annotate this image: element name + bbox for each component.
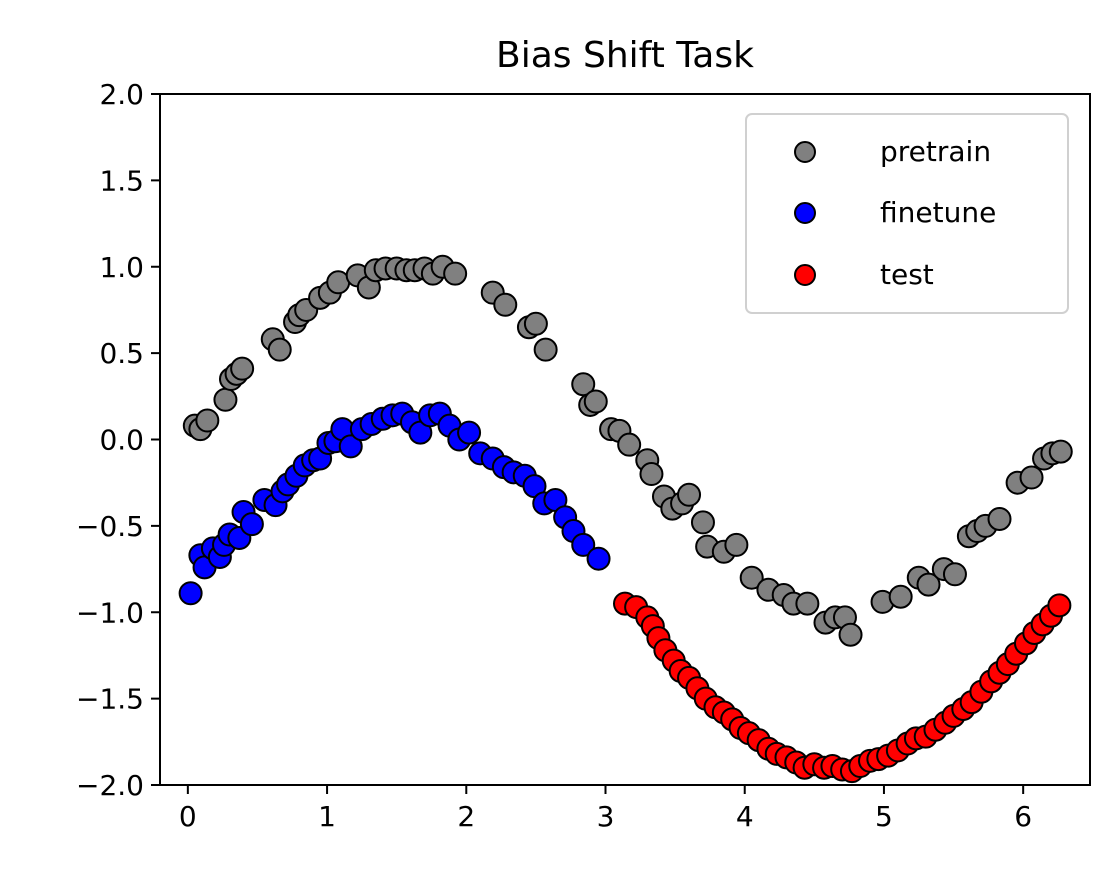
pretrain-point [639, 462, 664, 487]
pretrain-point [195, 408, 220, 433]
finetune-point [239, 512, 264, 537]
y-tick-label: −0.5 [76, 510, 144, 543]
pretrain-point [583, 389, 608, 414]
x-tick-label: 6 [1014, 800, 1032, 833]
x-tick-label: 4 [736, 800, 754, 833]
legend-marker-finetune [794, 202, 816, 224]
series-finetune [178, 401, 611, 606]
y-tick-label: −2.0 [76, 769, 144, 802]
finetune-point [457, 420, 482, 445]
pretrain-point [795, 591, 820, 616]
x-tick-label: 0 [179, 800, 197, 833]
pretrain-point [617, 432, 642, 457]
chart-title: Bias Shift Task [496, 35, 754, 76]
y-tick-label: 1.5 [99, 164, 144, 197]
y-tick-label: −1.5 [76, 683, 144, 716]
legend: pretrain finetune test [745, 113, 1069, 314]
y-tick-label: 2.0 [99, 78, 144, 111]
legend-marker-pretrain [794, 141, 816, 163]
y-tick-label: 0.5 [99, 337, 144, 370]
legend-label-pretrain: pretrain [880, 135, 991, 168]
x-tick-label: 3 [597, 800, 615, 833]
finetune-point [586, 546, 611, 571]
legend-marker-test [794, 264, 816, 286]
x-axis: 0 1 2 3 4 5 6 [179, 785, 1032, 833]
pretrain-point [230, 356, 255, 381]
series-pretrain [182, 254, 1073, 647]
pretrain-point [533, 337, 558, 362]
pretrain-point [213, 387, 238, 412]
pretrain-point [523, 311, 548, 336]
pretrain-point [443, 261, 468, 286]
series-test [613, 591, 1072, 784]
pretrain-point [942, 562, 967, 587]
test-point [1047, 593, 1072, 618]
pretrain-point [690, 510, 715, 535]
y-axis: −2.0 −1.5 −1.0 −0.5 0.0 0.5 1.0 1.5 2.0 [76, 78, 160, 802]
pretrain-point [677, 482, 702, 507]
finetune-point [178, 581, 203, 606]
pretrain-point [724, 532, 749, 557]
legend-label-finetune: finetune [880, 196, 996, 229]
x-tick-label: 1 [318, 800, 336, 833]
pretrain-point [888, 584, 913, 609]
pretrain-point [838, 622, 863, 647]
y-tick-label: 0.0 [99, 424, 144, 457]
pretrain-point [916, 572, 941, 597]
pretrain-point [739, 565, 764, 590]
legend-label-test: test [880, 258, 934, 291]
pretrain-point [1019, 465, 1044, 490]
pretrain-point [267, 337, 292, 362]
y-tick-label: 1.0 [99, 251, 144, 284]
pretrain-point [987, 506, 1012, 531]
y-tick-label: −1.0 [76, 596, 144, 629]
legend-frame [745, 113, 1069, 314]
x-tick-label: 2 [457, 800, 475, 833]
x-tick-label: 5 [875, 800, 893, 833]
finetune-point [338, 434, 363, 459]
points-layer [178, 254, 1073, 784]
finetune-point [571, 532, 596, 557]
pretrain-point [493, 292, 518, 317]
pretrain-point [1048, 439, 1073, 464]
